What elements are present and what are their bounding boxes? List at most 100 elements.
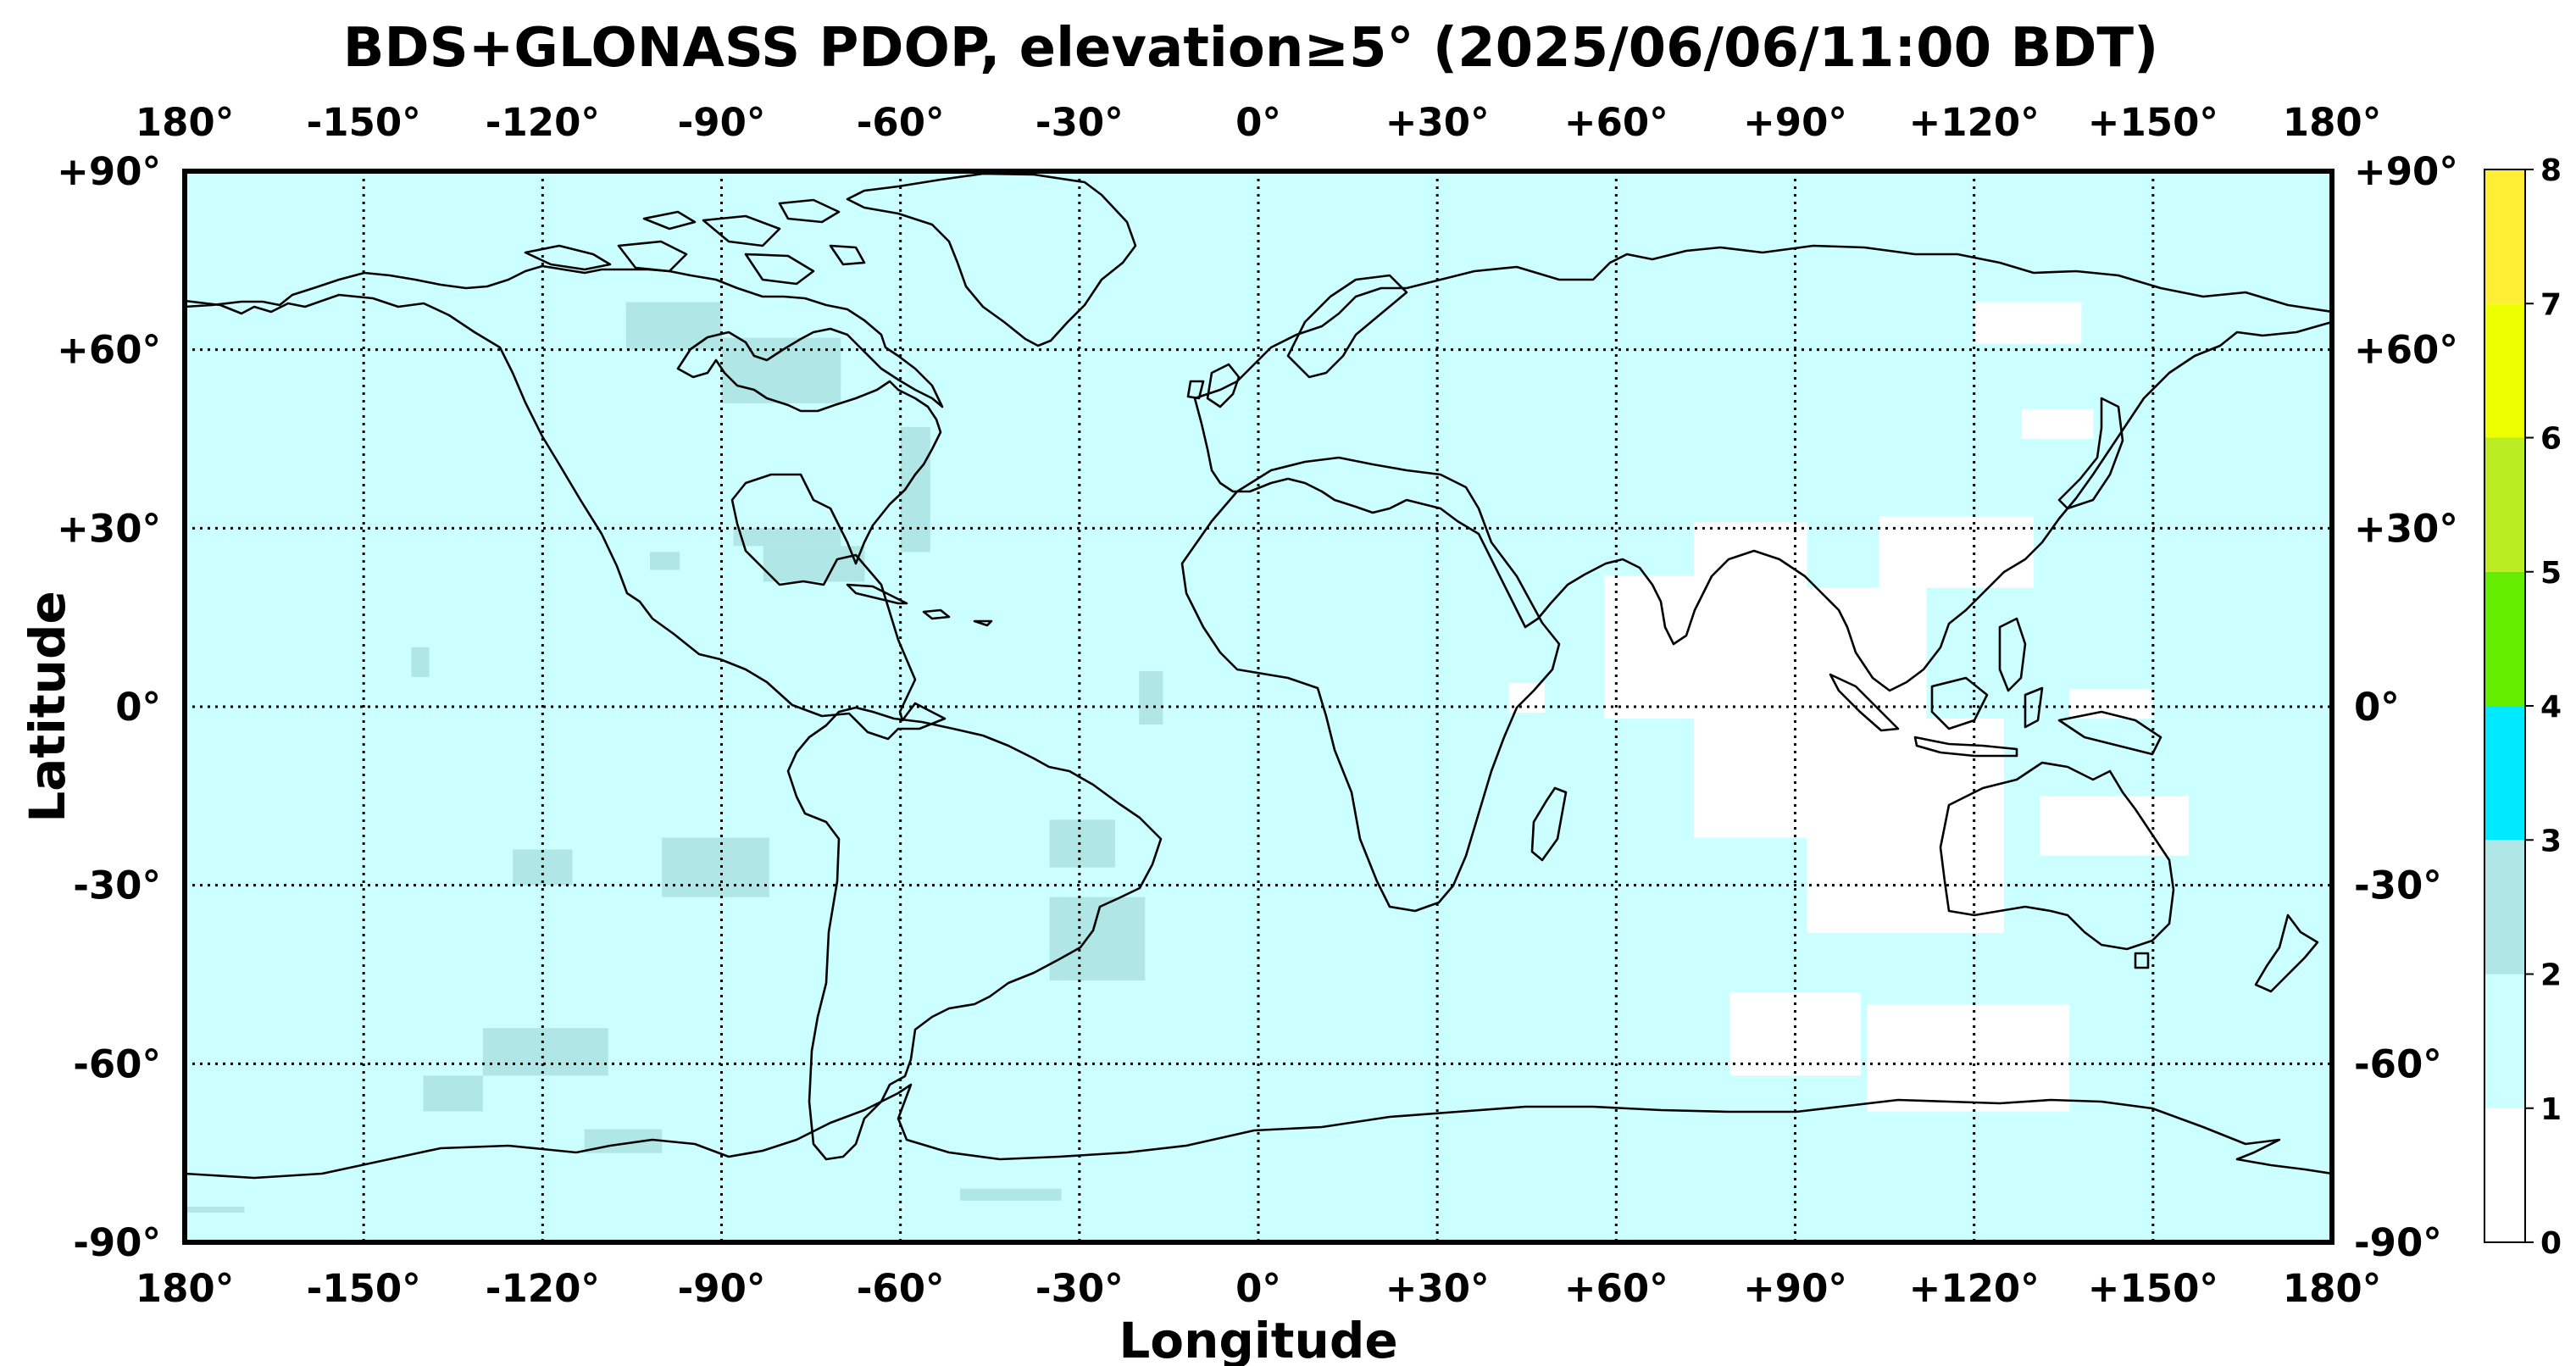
- y-tick-label-left: +30°: [57, 506, 161, 551]
- coastline-caribbean-cuba: [846, 583, 993, 627]
- x-tick-label-bottom: 180°: [136, 1266, 234, 1311]
- x-tick-label-top: +60°: [1564, 100, 1668, 145]
- grid-lines: [185, 171, 2332, 1242]
- coastline-australia: [1939, 761, 2175, 951]
- y-tick-label-left: -60°: [73, 1041, 161, 1086]
- coastline-north-america: [185, 264, 947, 741]
- x-tick-label-bottom: 0°: [1235, 1266, 1281, 1311]
- x-tick-label-top: 180°: [136, 100, 234, 145]
- pdop-region-0-1: [2040, 796, 2190, 856]
- pdop-region-2-3: [960, 1188, 1062, 1201]
- pdop-region-0-1: [1866, 1004, 2070, 1112]
- pdop-region-2-3: [650, 552, 680, 570]
- colorbar-tick-label: 2: [2540, 958, 2562, 993]
- colorbar-bin: [2484, 840, 2525, 975]
- x-tick-label-top: -90°: [678, 100, 766, 145]
- x-tick-label-top: -60°: [857, 100, 945, 145]
- pdop-cells: [185, 302, 2190, 1213]
- y-tick-label-right: -90°: [2354, 1220, 2442, 1265]
- y-tick-label-right: +60°: [2354, 328, 2458, 373]
- coastline-eurasia: [1193, 244, 2332, 692]
- pdop-region-2-3: [185, 1206, 245, 1213]
- y-tick-label-left: +90°: [57, 149, 161, 194]
- x-tick-label-top: +150°: [2088, 100, 2218, 145]
- y-tick-label-right: +30°: [2354, 506, 2458, 551]
- colorbar-tick-label: 7: [2540, 287, 2562, 322]
- colorbar-tick-label: 1: [2540, 1092, 2562, 1127]
- y-tick-label-left: -90°: [73, 1220, 161, 1265]
- x-tick-label-bottom: +120°: [1909, 1266, 2040, 1311]
- pdop-region-2-3: [1049, 897, 1146, 981]
- map-frame: [182, 169, 2334, 1245]
- coastline-south-america: [786, 706, 1163, 1161]
- x-tick-label-top: 180°: [2283, 100, 2381, 145]
- pdop-region-2-3: [662, 837, 769, 897]
- x-tick-label-top: +30°: [1385, 100, 1490, 145]
- coastline-antarctica: [185, 1083, 2332, 1180]
- pdop-region-2-3: [1049, 819, 1116, 868]
- colorbar-tick-label: 6: [2540, 422, 2562, 457]
- y-tick-label-right: -30°: [2354, 863, 2442, 908]
- x-tick-label-top: -150°: [307, 100, 421, 145]
- pdop-region-2-3: [721, 337, 841, 403]
- y-tick-label-left: 0°: [115, 685, 161, 730]
- coastline-tasmania: [2134, 952, 2150, 969]
- colorbar: 0 1 2 3 4 5 6 7 8: [2484, 153, 2562, 1261]
- pdop-region-2-3: [482, 1028, 608, 1076]
- y-axis-label: Latitude: [19, 591, 76, 823]
- colorbar-bin: [2484, 571, 2525, 706]
- pdop-region-2-3: [411, 647, 430, 677]
- coastline-madagascar: [1530, 786, 1568, 862]
- colorbar-tick-label: 4: [2540, 690, 2562, 725]
- coastlines: [185, 172, 2332, 1180]
- colorbar-bin: [2484, 974, 2525, 1108]
- x-tick-label-bottom: +60°: [1564, 1266, 1668, 1311]
- coastline-greenland: [846, 172, 1137, 347]
- x-tick-label-top: 0°: [1235, 100, 1281, 145]
- pdop-region-2-3: [763, 546, 865, 582]
- x-tick-label-bottom: +90°: [1743, 1266, 1847, 1311]
- colorbar-bin: [2484, 169, 2525, 304]
- pdop-region-2-3: [625, 302, 722, 350]
- x-axis-label: Longitude: [1119, 1312, 1397, 1366]
- coastline-scandinavia: [1286, 274, 1408, 379]
- x-tick-label-top: +90°: [1743, 100, 1847, 145]
- colorbar-bin: [2484, 437, 2525, 572]
- y-tick-label-right: -60°: [2354, 1041, 2442, 1086]
- pdop-region-0-1: [2021, 408, 2094, 439]
- coastline-british-isles: [1186, 363, 1241, 408]
- pdop-region-0-1: [1807, 719, 2004, 933]
- chart-title: BDS+GLONASS PDOP, elevation≥5° (2025/06/…: [343, 17, 2159, 80]
- y-tick-label-right: +90°: [2354, 149, 2458, 194]
- x-tick-label-bottom: -150°: [307, 1266, 421, 1311]
- coastline-africa: [1180, 456, 1561, 913]
- colorbar-tick-label: 8: [2540, 153, 2562, 188]
- colorbar-tick-label: 0: [2540, 1226, 2562, 1261]
- x-tick-label-top: -30°: [1035, 100, 1124, 145]
- x-tick-label-bottom: -90°: [678, 1266, 766, 1311]
- coastline-new-zealand: [2254, 913, 2319, 993]
- colorbar-bin: [2484, 1108, 2525, 1242]
- x-tick-label-top: +120°: [1909, 100, 2040, 145]
- coastline-japan: [2057, 397, 2124, 510]
- colorbar-bin: [2484, 303, 2525, 438]
- x-tick-label-bottom: +30°: [1385, 1266, 1490, 1311]
- y-tick-label-left: +60°: [57, 328, 161, 373]
- axis-ticks: 180° 180° -150° -150° -120° -120° -90° -90° -60°…: [57, 100, 2458, 1311]
- y-tick-label-left: -30°: [73, 863, 161, 908]
- pdop-region-2-3: [1139, 670, 1163, 725]
- pdop-region-2-3: [733, 528, 841, 547]
- coastline-arctic-canada: [524, 198, 866, 286]
- pdop-region-2-3: [423, 1075, 483, 1112]
- y-tick-label-right: 0°: [2354, 685, 2400, 730]
- pdop-region-0-1: [1974, 302, 2082, 344]
- pdop-region-0-1: [1693, 522, 1807, 838]
- x-tick-label-bottom: -120°: [486, 1266, 600, 1311]
- colorbar-bin: [2484, 706, 2525, 841]
- x-tick-label-bottom: -60°: [857, 1266, 945, 1311]
- colorbar-tick-label: 5: [2540, 556, 2562, 591]
- x-tick-label-bottom: -30°: [1035, 1266, 1124, 1311]
- x-tick-label-bottom: +150°: [2088, 1266, 2218, 1311]
